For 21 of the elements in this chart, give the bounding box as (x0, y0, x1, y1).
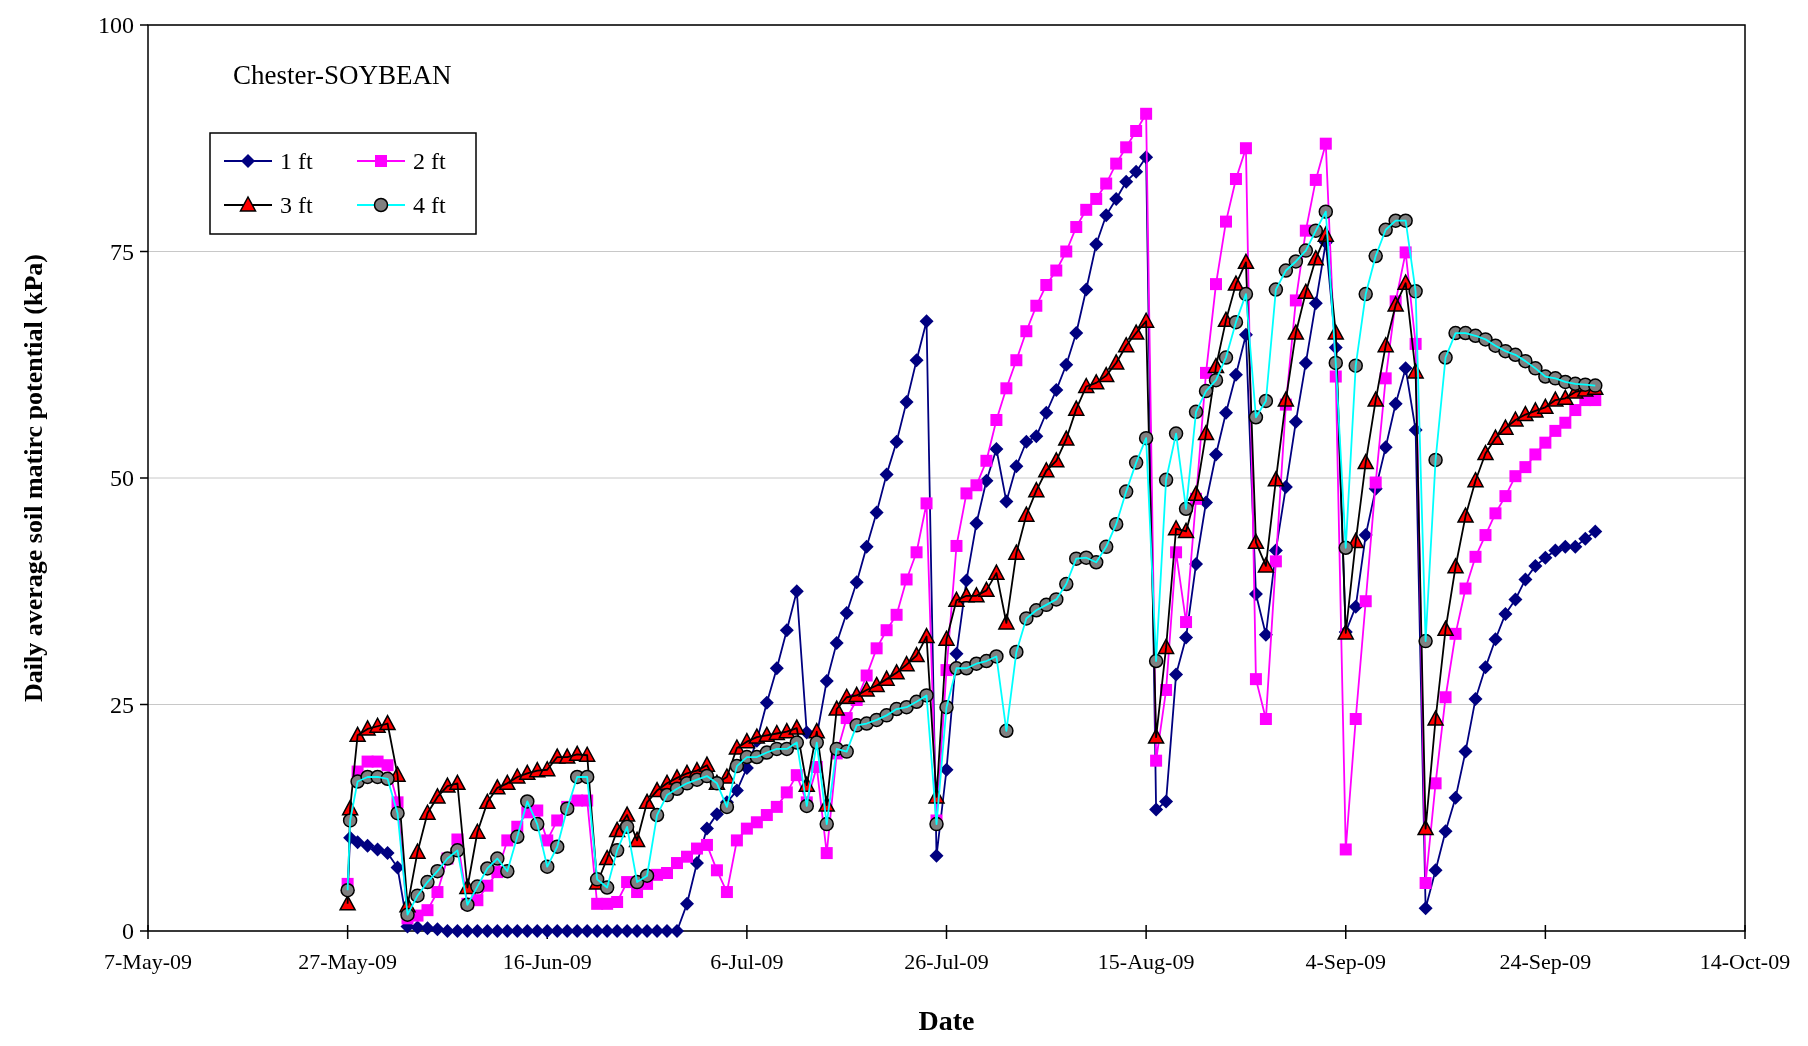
y-tick-label: 50 (110, 465, 134, 492)
x-axis-title: Date (918, 1005, 975, 1036)
x-tick-label: 24-Sep-09 (1499, 949, 1592, 974)
x-tick-label: 16-Jun-09 (502, 949, 592, 974)
y-tick-label: 25 (110, 691, 134, 718)
x-tick-label: 15-Aug-09 (1097, 949, 1195, 974)
legend-label: 4 ft (413, 192, 446, 218)
x-tick-label: 14-Oct-09 (1699, 949, 1791, 974)
y-tick-label: 0 (122, 918, 134, 945)
legend-label: 3 ft (280, 192, 313, 218)
y-axis-title: Daily average soil matirc potential (kPa) (19, 254, 48, 702)
y-tick-label: 75 (110, 238, 134, 265)
legend-label: 1 ft (280, 148, 313, 174)
y-tick-label: 100 (98, 12, 134, 39)
x-tick-label: 6-Jul-09 (710, 949, 784, 974)
x-tick-label: 7-May-09 (104, 949, 192, 974)
x-tick-label: 26-Jul-09 (904, 949, 989, 974)
legend-label: 2 ft (413, 148, 446, 174)
x-tick-label: 27-May-09 (298, 949, 398, 974)
x-tick-label: 4-Sep-09 (1305, 949, 1387, 974)
annotation: Chester-SOYBEAN (233, 60, 452, 90)
